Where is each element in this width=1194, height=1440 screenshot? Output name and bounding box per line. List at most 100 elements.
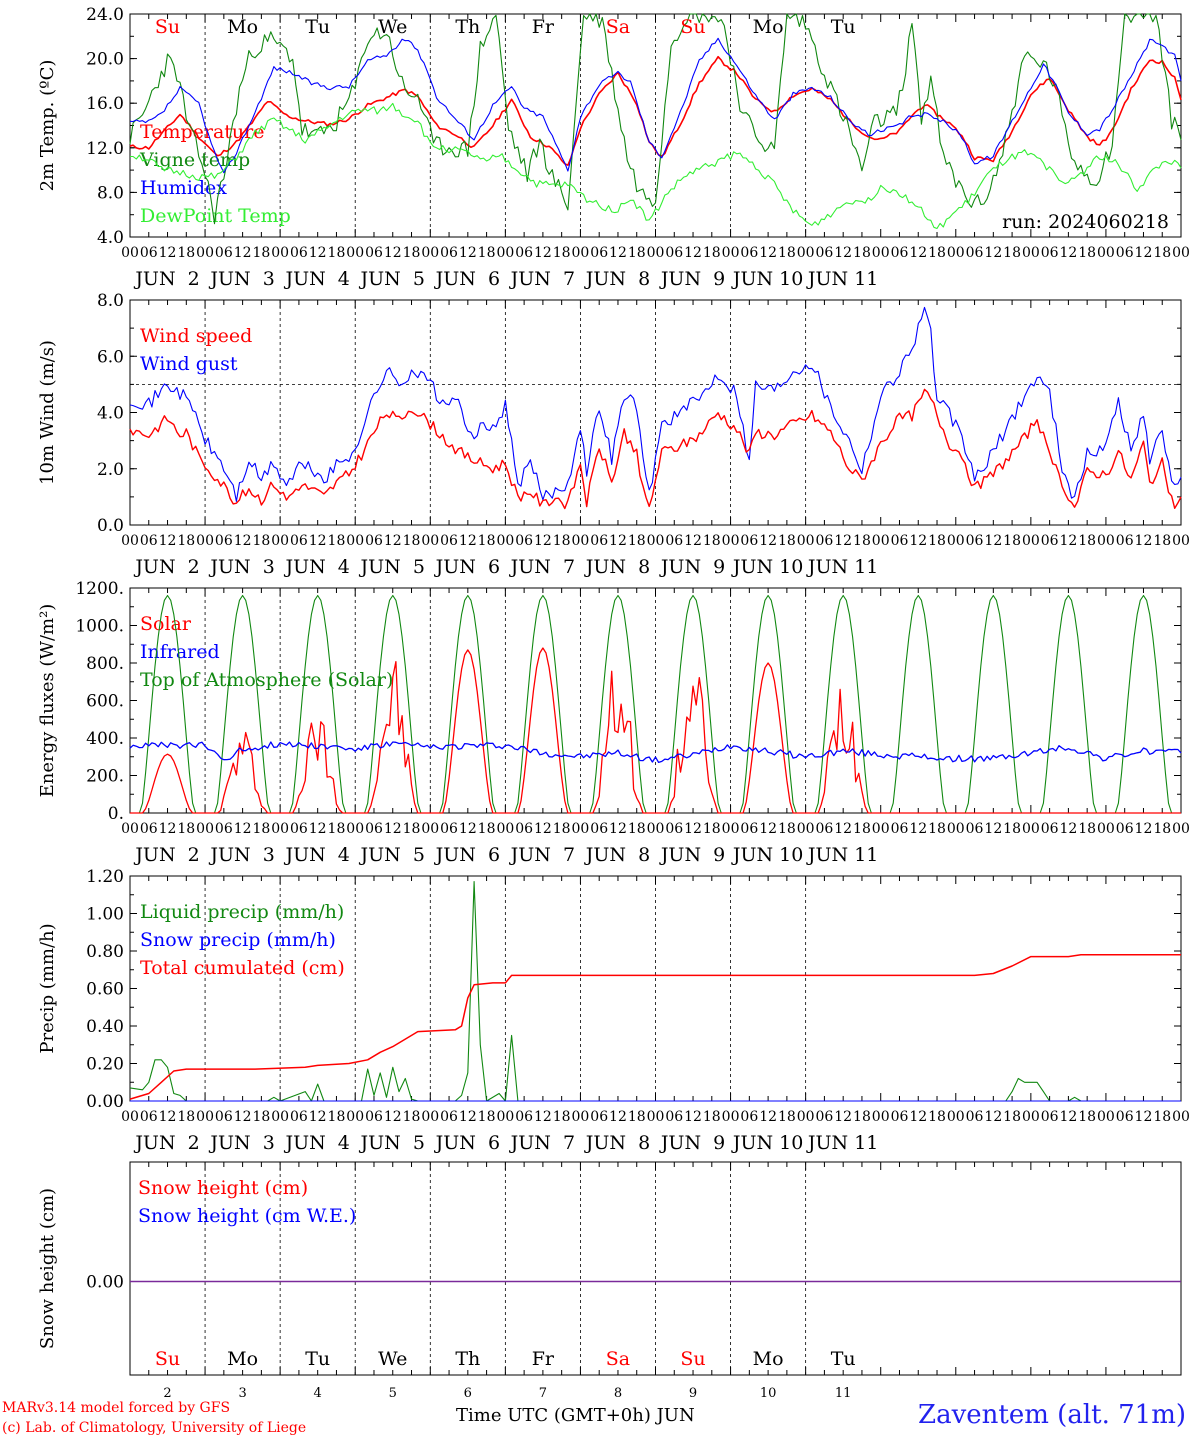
hour-tick-label: 18 — [703, 245, 721, 261]
hour-tick-label: 00 — [271, 821, 289, 837]
run-annotation: run: 2024060218 — [1002, 211, 1169, 233]
legend-entry: Total cumulated (cm) — [140, 957, 345, 979]
hour-tick-label: 06 — [665, 245, 683, 261]
hour-tick-label: 00 — [496, 1109, 514, 1125]
hour-tick-label: 12 — [159, 821, 177, 837]
day-label: JUN 8 — [584, 556, 650, 578]
hour-tick-label: 12 — [234, 821, 252, 837]
day-number-label: 11 — [835, 1386, 852, 1401]
hour-tick-label: 06 — [740, 245, 758, 261]
hour-tick-label: 12 — [909, 245, 927, 261]
hour-tick-label: 00 — [271, 1109, 289, 1125]
hour-tick-label: 18 — [553, 533, 571, 549]
hour-tick-label: 00 — [647, 533, 665, 549]
day-label: JUN 5 — [359, 556, 425, 578]
y-axis-label: 10m Wind (m/s) — [37, 340, 58, 485]
hour-tick-label: 06 — [290, 245, 308, 261]
day-label: JUN 2 — [133, 1132, 199, 1154]
hour-tick-label: 18 — [252, 1109, 270, 1125]
hour-tick-label: 18 — [703, 821, 721, 837]
hour-tick-label: 06 — [665, 821, 683, 837]
hour-tick-label: 06 — [1116, 821, 1134, 837]
y-tick-label: 8.0 — [97, 291, 124, 311]
hour-tick-label: 18 — [1078, 1109, 1096, 1125]
hour-tick-label: 00 — [647, 821, 665, 837]
hour-tick-label: 12 — [684, 821, 702, 837]
day-label: JUN 3 — [208, 556, 274, 578]
day-label: JUN 6 — [434, 844, 500, 866]
hour-tick-label: 06 — [1116, 245, 1134, 261]
day-label: JUN 11 — [806, 844, 878, 866]
hour-tick-label: 18 — [328, 821, 346, 837]
hour-tick-label: 12 — [759, 245, 777, 261]
y-tick-label: 20.0 — [86, 50, 124, 70]
hour-tick-label: 00 — [872, 245, 890, 261]
hour-tick-label: 00 — [496, 245, 514, 261]
hour-tick-label: 00 — [196, 533, 214, 549]
day-label: JUN 6 — [434, 268, 500, 290]
y-tick-label: 0.0 — [97, 516, 124, 536]
hour-tick-label: 06 — [966, 245, 984, 261]
hour-tick-label: 18 — [928, 245, 946, 261]
hour-tick-label: 12 — [309, 1109, 327, 1125]
day-label: JUN 8 — [584, 844, 650, 866]
legend-entry: Humidex — [140, 177, 227, 199]
hour-tick-label: 18 — [1153, 245, 1171, 261]
hour-tick-label: 18 — [553, 245, 571, 261]
hour-tick-label: 12 — [1059, 245, 1077, 261]
hour-tick-label: 18 — [1078, 245, 1096, 261]
hour-tick-label: 18 — [177, 1109, 195, 1125]
hour-tick-label: 12 — [534, 821, 552, 837]
hour-tick-label: 00 — [496, 821, 514, 837]
hour-tick-label: 00 — [1172, 533, 1190, 549]
y-axis-label: Precip (mm/h) — [37, 923, 58, 1053]
hour-tick-label: 18 — [478, 821, 496, 837]
hour-tick-label: 00 — [1022, 1109, 1040, 1125]
hour-tick-label: 12 — [1059, 533, 1077, 549]
hour-tick-label: 12 — [159, 1109, 177, 1125]
lab-credit: (c) Lab. of Climatology, University of L… — [2, 1420, 307, 1436]
hour-tick-label: 12 — [834, 821, 852, 837]
hour-tick-label: 18 — [1003, 245, 1021, 261]
day-label: JUN 10 — [731, 268, 803, 290]
hour-tick-label: 06 — [891, 533, 909, 549]
hour-tick-label: 06 — [1041, 533, 1059, 549]
day-label: JUN 8 — [584, 268, 650, 290]
station-name: Zaventem (alt. 71m) — [918, 1400, 1186, 1430]
hour-tick-label: 18 — [1078, 821, 1096, 837]
hour-tick-label: 00 — [947, 821, 965, 837]
hour-tick-label: 18 — [628, 533, 646, 549]
hour-tick-label: 18 — [703, 533, 721, 549]
model-credit: MARv3.14 model forced by GFS — [2, 1400, 231, 1416]
panel-frame — [129, 299, 1182, 526]
day-label: JUN 3 — [208, 268, 274, 290]
hour-tick-label: 06 — [891, 1109, 909, 1125]
hour-tick-label: 06 — [365, 533, 383, 549]
hour-tick-label: 00 — [121, 533, 139, 549]
hour-tick-label: 12 — [159, 533, 177, 549]
temp-line-2 — [129, 37, 1182, 174]
hour-tick-label: 00 — [647, 245, 665, 261]
hour-tick-label: 06 — [440, 533, 458, 549]
hour-tick-label: 00 — [421, 1109, 439, 1125]
hour-tick-label: 06 — [590, 821, 608, 837]
hour-tick-label: 06 — [140, 533, 158, 549]
legend-entry: Solar — [140, 613, 192, 635]
weekday-label-bottom: We — [378, 1348, 407, 1370]
hour-tick-label: 12 — [609, 245, 627, 261]
day-label: JUN 5 — [359, 844, 425, 866]
hour-tick-label: 00 — [1172, 245, 1190, 261]
day-label: JUN 9 — [659, 556, 725, 578]
hour-tick-label: 12 — [1135, 821, 1153, 837]
time-axis-label: Time UTC (GMT+0h) JUN — [456, 1405, 695, 1426]
hour-tick-label: 00 — [1022, 245, 1040, 261]
hour-tick-label: 18 — [403, 245, 421, 261]
hour-tick-label: 12 — [459, 1109, 477, 1125]
day-label: JUN 7 — [509, 1132, 575, 1154]
day-label: JUN 7 — [509, 268, 575, 290]
day-label: JUN 9 — [659, 1132, 725, 1154]
hour-tick-label: 00 — [947, 245, 965, 261]
hour-tick-label: 06 — [140, 245, 158, 261]
hour-tick-label: 00 — [346, 1109, 364, 1125]
